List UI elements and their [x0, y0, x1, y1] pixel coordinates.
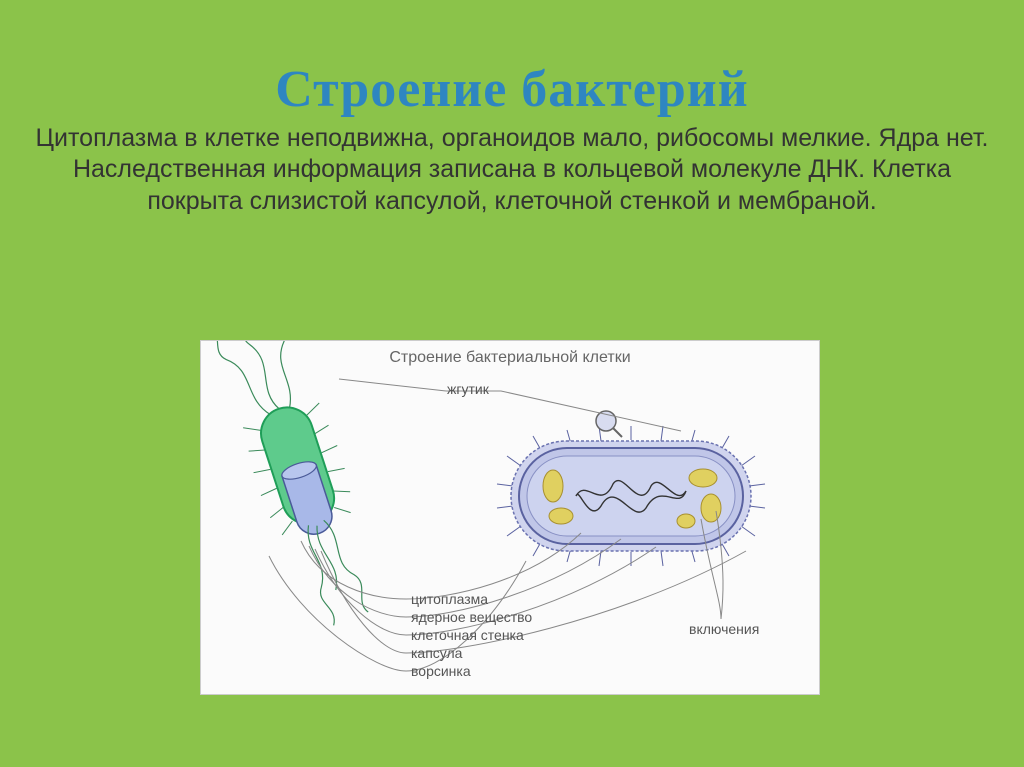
label-nucleoid: ядерное вещество — [411, 609, 532, 625]
right-bacterium — [497, 426, 765, 566]
label-flagellum: жгутик — [447, 381, 489, 397]
label-capsule: капсула — [411, 645, 462, 661]
label-inclusions: включения — [689, 621, 759, 637]
left-bacterium — [203, 341, 390, 634]
slide-description: Цитоплазма в клетке неподвижна, органоид… — [0, 119, 1024, 217]
slide-title: Строение бактерий — [0, 0, 1024, 119]
label-pilus: ворсинка — [411, 663, 471, 679]
label-cellwall: клеточная стенка — [411, 627, 524, 643]
bacteria-diagram: Строение бактериальной клетки — [200, 340, 820, 695]
label-cytoplasm: цитоплазма — [411, 591, 488, 607]
